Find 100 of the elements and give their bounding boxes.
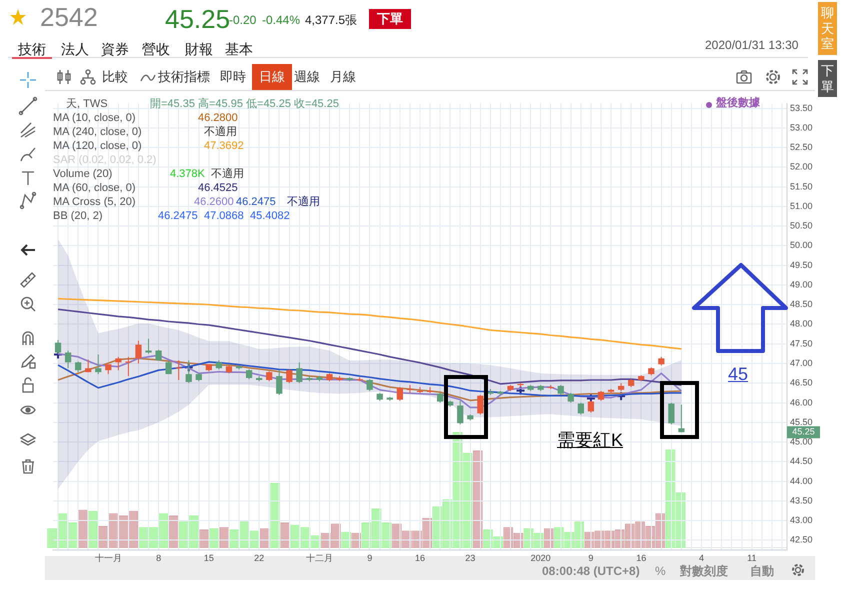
candlestick [186,360,192,384]
candlestick [558,384,564,396]
annotation: 需要紅K [557,430,624,452]
annotation: BB (20, 2) [53,210,103,224]
y-tick-label: 53.50 [790,102,813,113]
text: 月線 [330,69,356,85]
chart-title: 2542 [40,2,98,33]
annotation: 不適用 [287,196,320,210]
annotation: MA (60, close, 0) [53,182,136,196]
point [616,391,626,402]
x-tick-label: 十二月 [306,552,333,563]
y-tick-label: 46.50 [790,378,813,388]
y-tick-label: 50.00 [790,240,813,250]
text: 財報 [185,41,213,58]
text: -0.44% [262,13,300,28]
text: 比較 [102,69,128,85]
bar [219,527,230,548]
y-tick-label: 45.00 [790,436,813,447]
y-tick-label: 49.50 [790,260,813,270]
text: 2020/01/31 13:30 [705,38,798,52]
y-tick-label: 48.50 [790,299,813,310]
annotation: 46.2800 [198,112,238,126]
candlestick [668,402,674,425]
annotation: 45.4082 [250,210,290,224]
bar [199,529,210,548]
text: 營收 [142,41,170,58]
text: 下單 [369,9,411,29]
point [184,362,194,372]
candlestick [266,370,272,382]
bar [260,528,270,548]
candlestick [568,392,574,404]
text: 下單 [818,60,837,98]
candlestick [276,370,282,396]
y-tick-label: 42.50 [790,534,813,545]
annotation: MA Cross (5, 20) [53,196,136,210]
candlestick [296,362,302,384]
bar [47,528,57,548]
x-tick-label: 9 [588,552,594,563]
candlestick [246,368,252,380]
annotation: 47.3692 [204,140,244,154]
y-tick-label: 45.50 [790,416,813,427]
annotation: 45.25 [792,426,815,437]
annotation: MA (240, close, 0) [53,126,142,140]
annotation: 45 [728,364,748,386]
candlestick [578,402,584,416]
text: 資券 [101,41,129,58]
text: 自動 [750,564,774,578]
text: 週線 [294,69,320,85]
x-tick-label: 11 [747,552,756,563]
annotation: 47.0868 [204,210,244,224]
y-tick-label: 49.00 [790,279,813,290]
text: 對數刻度 [680,564,728,578]
annotation: Volume (20) [53,168,112,182]
candlestick [95,354,102,375]
text: 聊天室 [818,2,837,55]
candlestick [155,349,162,361]
annotation: 46.4525 [198,182,238,196]
bar [290,524,300,548]
candlestick [135,340,142,364]
annotation: 46.2475 [236,196,276,210]
candlestick [125,356,132,377]
annotation: MA (10, close, 0) [53,112,136,126]
y-tick-label: 43.00 [790,515,813,526]
y-tick-label: 43.50 [790,495,813,506]
candlestick [176,360,182,380]
y-tick-label: 50.50 [790,220,813,231]
bar [88,510,98,548]
y-tick-label: 47.50 [790,338,813,348]
x-tick-label: 8 [156,552,162,563]
candlestick [457,400,464,425]
text: 技術 [18,41,46,58]
candlestick [64,350,72,369]
annotation: 開=45.35 高=45.95 低=45.25 收=45.25 [150,98,339,112]
text: 45.25 [165,4,230,36]
y-tick-label: 48.00 [790,318,813,329]
x-tick-label: 16 [414,552,426,563]
candlestick [406,384,414,394]
candlestick [477,394,484,416]
point [586,393,596,404]
x-tick-label: 9 [367,552,372,563]
annotation: MA (120, close, 0) [53,140,142,154]
bar [78,510,88,548]
bar [280,522,290,548]
x-tick-label: 十一月 [94,552,122,563]
x-tick-label: 2020 [530,552,551,563]
y-tick-label: 52.50 [790,142,813,152]
text: 即時 [220,69,246,85]
y-tick-label: 51.00 [790,200,813,211]
candlestick [166,360,172,375]
y-tick-label: 44.00 [790,476,813,486]
x-tick-label: 16 [636,552,646,563]
y-tick-label: 44.50 [790,456,813,466]
bar [209,528,220,548]
x-tick-label: 15 [204,552,214,563]
candlestick [85,359,92,373]
candlestick [75,361,82,373]
bar [168,516,179,548]
bar [270,483,280,548]
annotation: 不適用 [211,168,244,182]
text: 4,377.5張 [305,13,358,28]
